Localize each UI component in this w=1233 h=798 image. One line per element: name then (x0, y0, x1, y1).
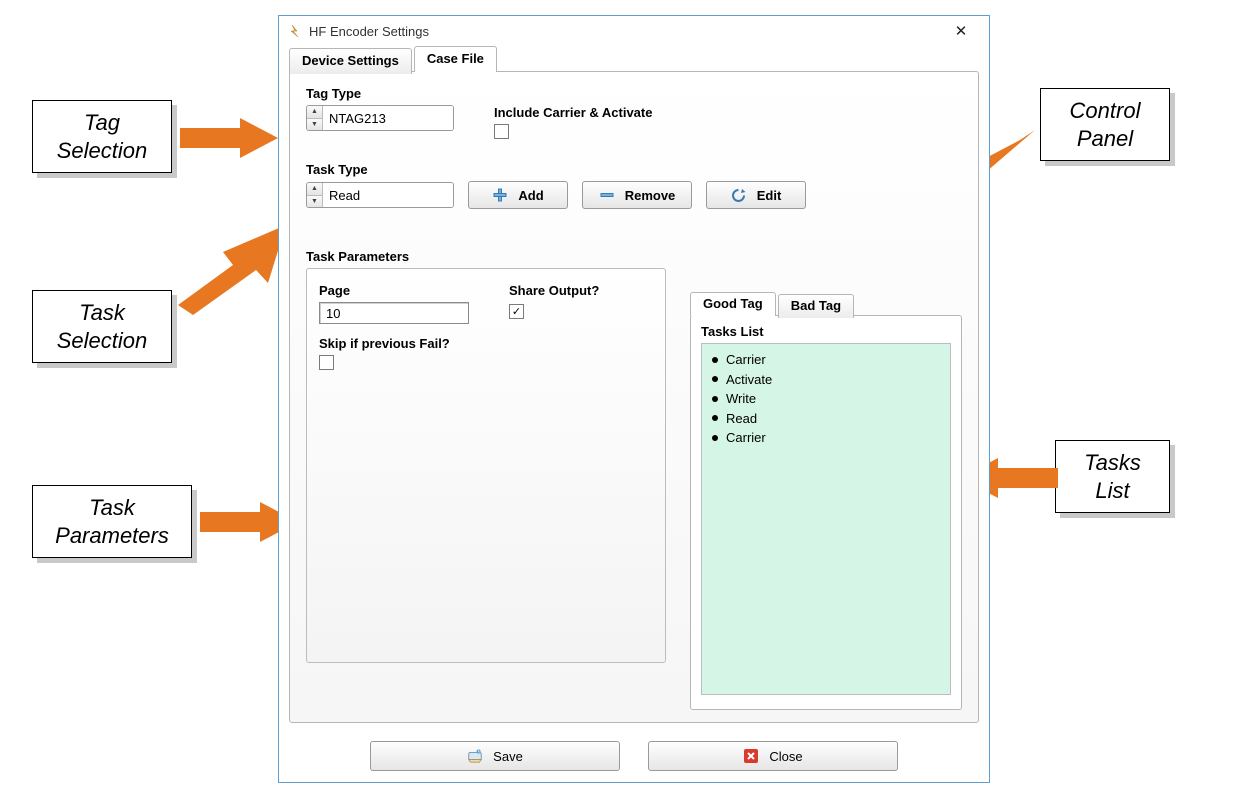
callout-tasks-list: Tasks List (1055, 440, 1170, 513)
page-label: Page (319, 283, 469, 298)
titlebar: HF Encoder Settings ✕ (279, 16, 989, 46)
button-label: Add (518, 188, 543, 203)
bullet-icon (712, 435, 718, 441)
list-item[interactable]: Activate (712, 370, 940, 390)
list-item-label: Carrier (726, 350, 766, 370)
inner-tabs-row: Good Tag Bad Tag (690, 292, 962, 316)
share-output-checkbox[interactable]: ✓ (509, 304, 524, 319)
callout-control-panel: Control Panel (1040, 88, 1170, 161)
list-item-label: Write (726, 389, 756, 409)
callout-text: Task Parameters (55, 495, 169, 548)
spinner-up-icon[interactable]: ▲ (307, 183, 323, 196)
save-icon (467, 748, 483, 764)
callout-tag-selection: Tag Selection (32, 100, 172, 173)
main-tabset: Device Settings Case File Tag Type ▲ ▼ (289, 46, 979, 726)
tab-device-settings[interactable]: Device Settings (289, 48, 412, 74)
minus-icon (599, 187, 615, 203)
include-carrier-group: Include Carrier & Activate (494, 105, 652, 144)
case-file-panel: Tag Type ▲ ▼ Include Carrier & Activate (289, 71, 979, 723)
tag-type-spinner[interactable]: ▲ ▼ (306, 105, 454, 131)
list-item-label: Carrier (726, 428, 766, 448)
inner-tabset: Good Tag Bad Tag Tasks List Carrier Acti… (690, 292, 962, 710)
button-label: Close (769, 749, 802, 764)
tab-label: Case File (427, 51, 484, 66)
page-field[interactable]: 10 (319, 302, 469, 324)
list-item[interactable]: Carrier (712, 428, 940, 448)
task-type-spinner[interactable]: ▲ ▼ (306, 182, 454, 208)
app-icon (287, 23, 303, 39)
callout-task-selection: Task Selection (32, 290, 172, 363)
tab-bad-tag[interactable]: Bad Tag (778, 294, 854, 318)
task-type-input[interactable] (323, 183, 453, 207)
share-output-label: Share Output? (509, 283, 599, 298)
edit-button[interactable]: Edit (706, 181, 806, 209)
spinner-up-icon[interactable]: ▲ (307, 106, 323, 119)
arrow-tag-selection (180, 118, 280, 158)
list-item[interactable]: Read (712, 409, 940, 429)
bullet-icon (712, 396, 718, 402)
list-item[interactable]: Carrier (712, 350, 940, 370)
tasks-list-box[interactable]: Carrier Activate Write Read Carrier (701, 343, 951, 695)
bullet-icon (712, 357, 718, 363)
button-label: Remove (625, 188, 676, 203)
dialog-body: Device Settings Case File Tag Type ▲ ▼ (289, 46, 979, 771)
close-icon (743, 748, 759, 764)
page-value: 10 (326, 306, 340, 321)
refresh-icon (731, 187, 747, 203)
close-dialog-button[interactable]: Close (648, 741, 898, 771)
close-button[interactable]: ✕ (941, 22, 981, 40)
button-label: Save (493, 749, 523, 764)
list-item-label: Activate (726, 370, 772, 390)
tag-type-input[interactable] (323, 106, 453, 130)
list-item-label: Read (726, 409, 757, 429)
list-item[interactable]: Write (712, 389, 940, 409)
task-parameters-title: Task Parameters (306, 249, 962, 264)
arrow-task-selection (178, 225, 288, 315)
save-button[interactable]: Save (370, 741, 620, 771)
task-parameters-group: Page 10 Share Output? ✓ Skip if previous… (306, 268, 666, 663)
callout-task-parameters: Task Parameters (32, 485, 192, 558)
spinner-down-icon[interactable]: ▼ (307, 196, 323, 208)
callout-text: Tag Selection (57, 110, 148, 163)
skip-if-fail-checkbox[interactable] (319, 355, 334, 370)
plus-icon (492, 187, 508, 203)
tab-label: Device Settings (302, 53, 399, 68)
skip-if-fail-label: Skip if previous Fail? (319, 336, 653, 351)
spinner-down-icon[interactable]: ▼ (307, 119, 323, 131)
good-tag-panel: Tasks List Carrier Activate Write Read C… (690, 315, 962, 710)
dialog-window: HF Encoder Settings ✕ Device Settings Ca… (278, 15, 990, 783)
tab-label: Good Tag (703, 296, 763, 311)
tag-type-label: Tag Type (306, 86, 962, 101)
tasks-list-title: Tasks List (701, 324, 951, 339)
include-carrier-label: Include Carrier & Activate (494, 105, 652, 120)
tab-good-tag[interactable]: Good Tag (690, 292, 776, 316)
bottom-button-row: Save Close (289, 741, 979, 771)
callout-text: Task Selection (57, 300, 148, 353)
bullet-icon (712, 376, 718, 382)
add-button[interactable]: Add (468, 181, 568, 209)
callout-text: Tasks List (1084, 450, 1141, 503)
remove-button[interactable]: Remove (582, 181, 692, 209)
button-label: Edit (757, 188, 782, 203)
tab-case-file[interactable]: Case File (414, 46, 497, 72)
tab-label: Bad Tag (791, 298, 841, 313)
window-title: HF Encoder Settings (309, 24, 941, 39)
include-carrier-checkbox[interactable] (494, 124, 509, 139)
bullet-icon (712, 415, 718, 421)
main-tabs-row: Device Settings Case File (289, 46, 979, 72)
task-type-label: Task Type (306, 162, 962, 177)
callout-text: Control Panel (1070, 98, 1141, 151)
